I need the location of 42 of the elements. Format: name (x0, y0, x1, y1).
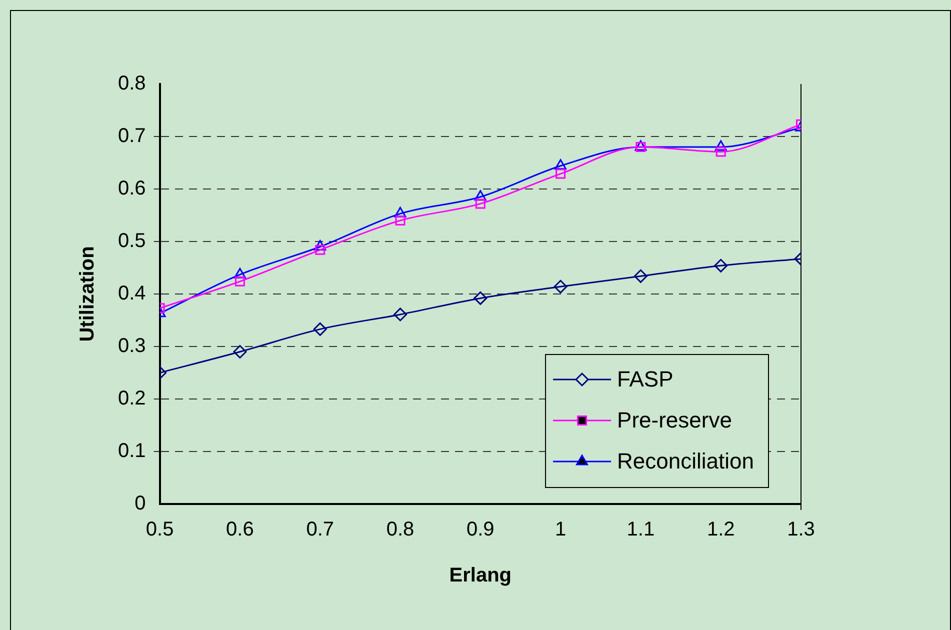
point (474, 190, 486, 201)
x-tick-label: 0.7 (306, 518, 334, 541)
point (714, 140, 727, 151)
point (634, 269, 648, 283)
point (475, 198, 486, 209)
y-tick-label: 0.8 (118, 72, 146, 95)
x-tick-label: 1.3 (787, 518, 815, 541)
y-tick-label: 0 (134, 492, 146, 515)
point (234, 276, 245, 286)
point (395, 216, 406, 226)
point (314, 240, 326, 250)
legend-label: FASP (617, 366, 674, 392)
x-tick-label: 1.2 (706, 518, 735, 541)
x-tick-label: 0.9 (466, 518, 494, 541)
point (714, 258, 728, 272)
x-tick-label: 0.8 (386, 518, 414, 541)
point (394, 206, 406, 218)
point (234, 268, 246, 278)
legend-label: Pre-reserve (617, 408, 732, 433)
point (315, 244, 326, 255)
point (474, 291, 488, 305)
y-tick-label: 0.3 (118, 335, 146, 358)
point (554, 159, 566, 170)
x-tick-label: 1 (554, 518, 566, 541)
point (556, 168, 566, 179)
y-tick-label: 0.5 (118, 230, 146, 252)
point (233, 345, 247, 358)
point (313, 322, 327, 336)
y-axis-title: Utilization (76, 246, 99, 342)
point (394, 308, 407, 322)
point (716, 146, 726, 157)
x-tick-label: 1.1 (626, 518, 655, 541)
x-tick-label: 0.5 (146, 518, 174, 541)
y-tick-label: 0.1 (118, 440, 146, 462)
y-tick-label: 0.4 (118, 282, 146, 305)
legend-label: Reconciliation (617, 448, 754, 474)
y-tick-label: 0.7 (118, 125, 146, 148)
x-tick-label: 0.6 (226, 518, 254, 541)
x-axis-title: Erlang (449, 564, 512, 587)
y-tick-label: 0.2 (118, 388, 146, 410)
point (554, 280, 568, 294)
y-tick-label: 0.6 (118, 178, 146, 200)
